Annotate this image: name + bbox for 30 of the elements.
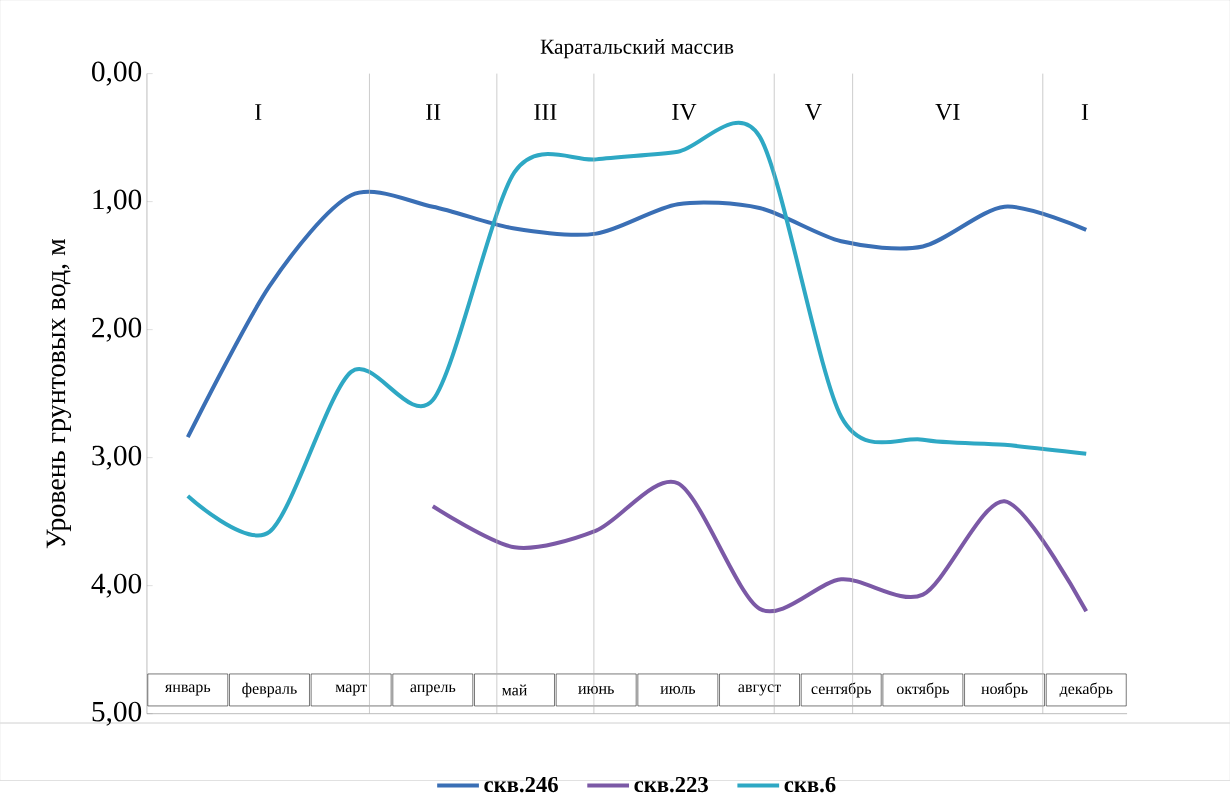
- annotation: I: [1081, 104, 1089, 120]
- chart-title: Каратальский массив: [540, 38, 734, 59]
- y-tick-label: 3,00: [92, 445, 142, 470]
- x-tick-label: январь: [165, 684, 211, 696]
- x-tick-label: ноябрь: [981, 682, 1028, 698]
- x-tick-label: октябрь: [896, 682, 949, 698]
- x-tick-label: май: [502, 684, 527, 696]
- annotation: I: [255, 104, 262, 120]
- legend-label: скв.6: [784, 776, 836, 793]
- annotation: III: [534, 104, 557, 120]
- y-tick-label: 2,00: [92, 317, 142, 342]
- y-tick-label: 1,00: [93, 189, 142, 214]
- x-tick-label: август: [738, 684, 781, 696]
- annotation: VI: [935, 103, 960, 120]
- legend-label: скв.246: [484, 776, 558, 793]
- annotation: IV: [672, 103, 697, 120]
- y-axis-title: Уровень грунтовых вод, м: [46, 238, 72, 549]
- x-tick-label: декабрь: [1059, 682, 1113, 698]
- y-tick-label: 0,00: [92, 61, 142, 86]
- x-tick-label: июль: [660, 686, 696, 694]
- x-tick-label: июнь: [578, 686, 614, 694]
- x-tick-label: апрель: [410, 684, 456, 696]
- x-tick-label: март: [335, 684, 367, 696]
- x-tick-label: сентябрь: [811, 682, 871, 698]
- x-tick-label: февраль: [242, 682, 297, 698]
- y-tick-label: 4,00: [91, 573, 142, 598]
- annotation: V: [805, 103, 822, 120]
- y-tick-label: 5,00: [92, 701, 142, 726]
- annotation: II: [426, 104, 441, 120]
- legend-label: скв.223: [634, 776, 708, 793]
